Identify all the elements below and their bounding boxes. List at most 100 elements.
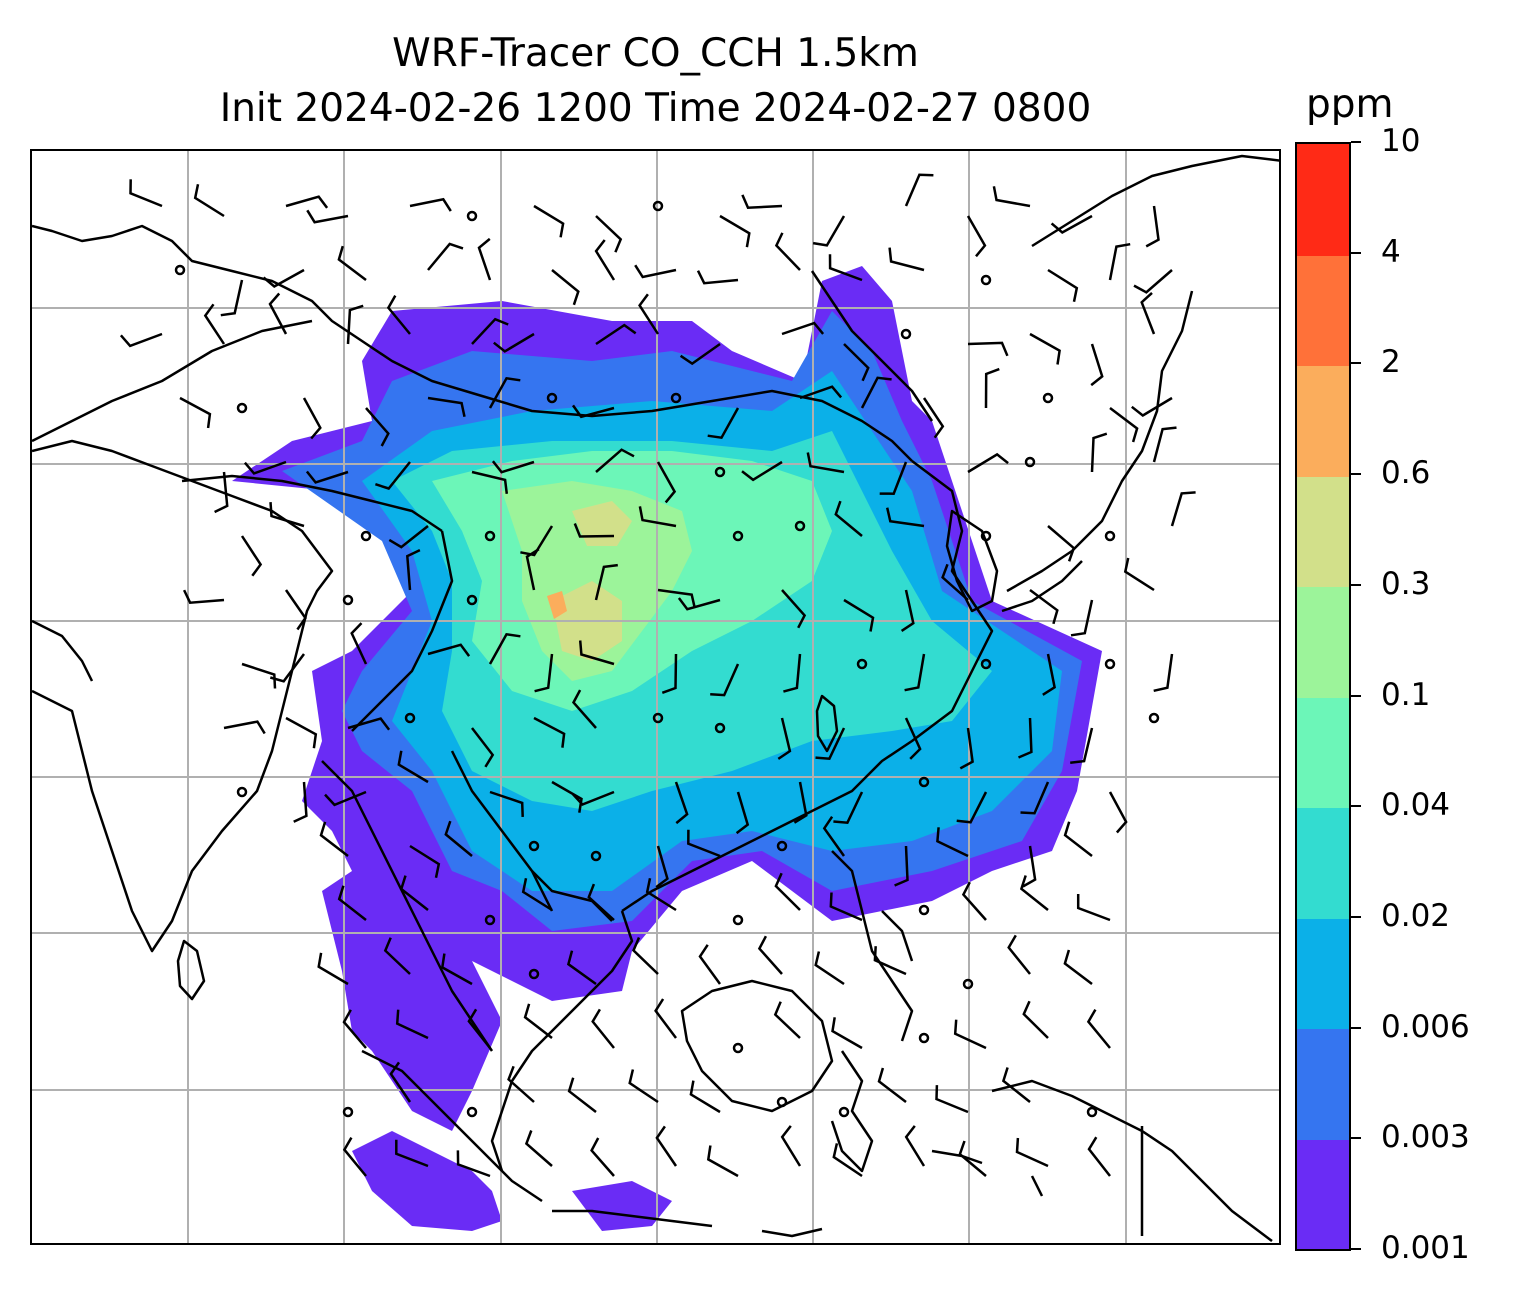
wind-barb (243, 460, 287, 475)
wind-barb (781, 589, 807, 629)
calm-wind-circle (528, 968, 540, 980)
calm-wind-circle (980, 274, 992, 286)
calm-wind-circle (466, 210, 478, 222)
wind-barb (306, 209, 349, 224)
wind-barb (1086, 1008, 1111, 1049)
map-canvas (32, 151, 1279, 1243)
wind-barb (904, 717, 922, 760)
wind-barb (829, 892, 863, 922)
wind-barb (781, 321, 825, 336)
colorbar-tick-label: 0.3 (1381, 565, 1431, 602)
wind-barb (551, 269, 580, 306)
wind-barb (773, 1001, 801, 1039)
wind-barb (992, 186, 1031, 208)
map-title-line-2: Init 2024-02-26 1200 Time 2024-02-27 080… (219, 86, 1092, 131)
wind-barb (941, 563, 969, 601)
wind-barb (182, 589, 225, 605)
wind-barb (814, 951, 845, 986)
calm-wind-circle (484, 914, 496, 926)
wind-barb (815, 727, 846, 761)
wind-barb (780, 1125, 802, 1167)
wind-barb (375, 461, 411, 490)
calm-wind-circle (714, 722, 726, 734)
colorbar-tick (1351, 473, 1361, 476)
wind-barb (214, 471, 229, 514)
calm-wind-circle (342, 594, 354, 606)
wind-barb (677, 597, 721, 611)
wind-barb (1090, 343, 1104, 387)
wind-barb (831, 1017, 863, 1050)
colorbar-unit-label: ppm (1306, 82, 1394, 127)
wind-barb (628, 1069, 659, 1104)
wind-barb (533, 204, 565, 238)
wind-barb (656, 461, 677, 504)
colorbar-tick-label: 0.1 (1381, 676, 1431, 713)
colorbar-tick-label: 4 (1381, 233, 1401, 270)
wind-barb (655, 845, 669, 889)
wind-barb (388, 525, 429, 549)
wind-barb (984, 367, 1000, 409)
wind-barb (698, 944, 722, 985)
wind-barb (757, 935, 783, 975)
wind-barb (904, 653, 926, 692)
wind-barb (956, 791, 988, 824)
calm-wind-circle (484, 530, 496, 542)
colorbar-tick (1351, 1137, 1361, 1140)
wind-barb (595, 323, 637, 346)
calm-wind-circle (732, 914, 744, 926)
wind-barb (966, 215, 987, 258)
wind-barb (833, 791, 864, 825)
wind-barb (959, 727, 974, 770)
wind-barb (223, 720, 266, 735)
colorbar-tick-label: 0.04 (1381, 787, 1451, 824)
wind-barb (203, 303, 226, 345)
colorbar-segment (1297, 1138, 1349, 1249)
wind-barb (395, 1009, 429, 1040)
wind-barb (638, 293, 660, 335)
wind-barb (774, 232, 801, 271)
wind-barb (427, 396, 466, 418)
wind-barb (427, 643, 471, 657)
calm-wind-circle (732, 1042, 744, 1054)
wind-barb (741, 460, 783, 482)
colorbar-tick-label: 0.006 (1381, 1008, 1470, 1045)
calm-wind-circle (236, 402, 248, 414)
calm-wind-circle (1042, 392, 1054, 404)
wind-barb (383, 937, 411, 975)
wind-barb (706, 1145, 739, 1178)
wind-barb (719, 214, 751, 248)
colorbar-tick (1351, 915, 1361, 918)
wind-barb (551, 780, 583, 813)
wind-barb (477, 237, 492, 281)
wind-barb (262, 268, 305, 289)
wind-barb (655, 1125, 678, 1167)
wind-barb (661, 653, 678, 694)
wind-barb (389, 1061, 412, 1103)
wind-barb (806, 452, 845, 474)
calm-wind-circle (360, 530, 372, 542)
wind-barb (595, 448, 635, 473)
wind-barb (832, 1143, 863, 1178)
wind-barb (1015, 1137, 1049, 1168)
wind-barb (350, 622, 368, 665)
wind-barb (337, 245, 367, 281)
wind-barb (491, 460, 535, 474)
wind-barb (129, 179, 163, 208)
wind-barb (365, 407, 390, 447)
wind-barb (1123, 557, 1155, 592)
wind-barb (674, 781, 689, 825)
colorbar-tick-label: 2 (1381, 344, 1401, 381)
wind-barb (1042, 653, 1056, 696)
wind-barb (240, 535, 263, 577)
calm-wind-circle (466, 594, 478, 606)
wind-barb (873, 946, 907, 976)
wind-barb (777, 717, 792, 760)
wind-barb (774, 872, 801, 911)
wind-barb (894, 845, 909, 887)
wind-barb (293, 781, 308, 823)
wind-barb (904, 173, 934, 207)
wind-barb (386, 294, 411, 335)
wind-barbs (119, 173, 1196, 1178)
wind-barb (317, 952, 349, 986)
wind-barb (936, 827, 969, 858)
